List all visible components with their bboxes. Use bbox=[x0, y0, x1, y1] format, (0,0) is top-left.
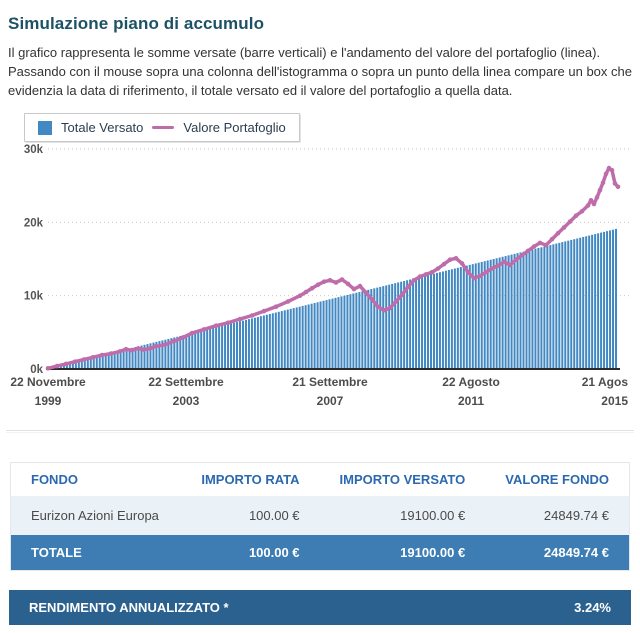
legend-label-totale-versato: Totale Versato bbox=[61, 120, 144, 135]
total-importo-rata-cell: 100.00 € bbox=[181, 535, 320, 571]
x-tick-2015-line1: 21 Agos bbox=[582, 375, 629, 389]
x-tick-2003-line2: 2003 bbox=[173, 394, 200, 408]
annualized-return-bar: RENDIMENTO ANNUALIZZATO * 3.24% bbox=[9, 590, 631, 625]
chart-description: Il grafico rappresenta le somme versate … bbox=[8, 45, 632, 98]
legend-label-valore-portafoglio: Valore Portafoglio bbox=[183, 120, 286, 135]
valore-portafoglio-line[interactable] bbox=[45, 165, 621, 371]
page-title: Simulazione piano di accumulo bbox=[8, 14, 265, 33]
total-importo-versato-cell: 19100.00 € bbox=[319, 535, 486, 571]
x-tick-1999-line2: 1999 bbox=[35, 394, 62, 408]
valore-fondo-cell: 24849.74 € bbox=[485, 496, 630, 535]
totale-versato-bars[interactable] bbox=[48, 228, 618, 369]
x-tick-2007-line1: 21 Settembre bbox=[292, 375, 368, 389]
col-header-importo-rata: IMPORTO RATA bbox=[181, 462, 320, 496]
col-header-importo-versato: IMPORTO VERSATO bbox=[319, 462, 486, 496]
y-tick-30k: 30k bbox=[24, 144, 44, 156]
table-header-row: FONDO IMPORTO RATA IMPORTO VERSATO VALOR… bbox=[10, 462, 630, 496]
col-header-valore-fondo: VALORE FONDO bbox=[485, 462, 630, 496]
x-tick-2003-line1: 22 Settembre bbox=[148, 375, 224, 389]
section-divider bbox=[6, 430, 634, 433]
x-tick-2011-line2: 2011 bbox=[458, 394, 484, 408]
importo-rata-cell: 100.00 € bbox=[181, 496, 320, 535]
y-tick-0k: 0k bbox=[30, 364, 43, 376]
y-tick-20k: 20k bbox=[24, 217, 44, 229]
table-row: Eurizon Azioni Europa 100.00 € 19100.00 … bbox=[10, 496, 630, 535]
total-valore-fondo-cell: 24849.74 € bbox=[485, 535, 630, 571]
col-header-fondo: FONDO bbox=[10, 462, 182, 496]
fund-name-cell: Eurizon Azioni Europa bbox=[10, 496, 182, 535]
y-tick-10k: 10k bbox=[24, 291, 44, 303]
totale-versato-swatch-icon bbox=[38, 120, 52, 135]
chart-legend: Totale Versato Valore Portafoglio bbox=[24, 113, 300, 142]
accumulation-chart[interactable]: 0k 10k 20k 30k 22 Novembre 1999 22 Settembre 20… bbox=[8, 144, 632, 414]
funds-table: FONDO IMPORTO RATA IMPORTO VERSATO VALOR… bbox=[10, 462, 630, 571]
importo-versato-cell: 19100.00 € bbox=[319, 496, 486, 535]
x-tick-2007-line2: 2007 bbox=[317, 394, 344, 408]
total-label-cell: TOTALE bbox=[10, 535, 182, 571]
x-tick-2011-line1: 22 Agosto bbox=[442, 375, 500, 389]
x-tick-1999-line1: 22 Novembre bbox=[10, 375, 86, 389]
annualized-return-value: 3.24% bbox=[574, 600, 611, 615]
valore-portafoglio-line-icon bbox=[152, 126, 175, 129]
table-total-row: TOTALE 100.00 € 19100.00 € 24849.74 € bbox=[10, 535, 630, 571]
annualized-return-label: RENDIMENTO ANNUALIZZATO * bbox=[29, 600, 229, 615]
x-tick-2015-line2: 2015 bbox=[601, 394, 628, 408]
